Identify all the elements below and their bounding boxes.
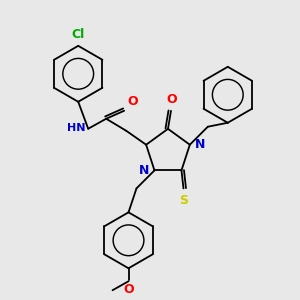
Text: O: O [123,283,134,296]
Text: S: S [179,194,188,207]
Text: Cl: Cl [72,28,85,41]
Text: HN: HN [67,123,85,133]
Text: N: N [139,164,149,177]
Text: O: O [127,95,138,108]
Text: O: O [167,93,177,106]
Text: N: N [195,138,205,151]
